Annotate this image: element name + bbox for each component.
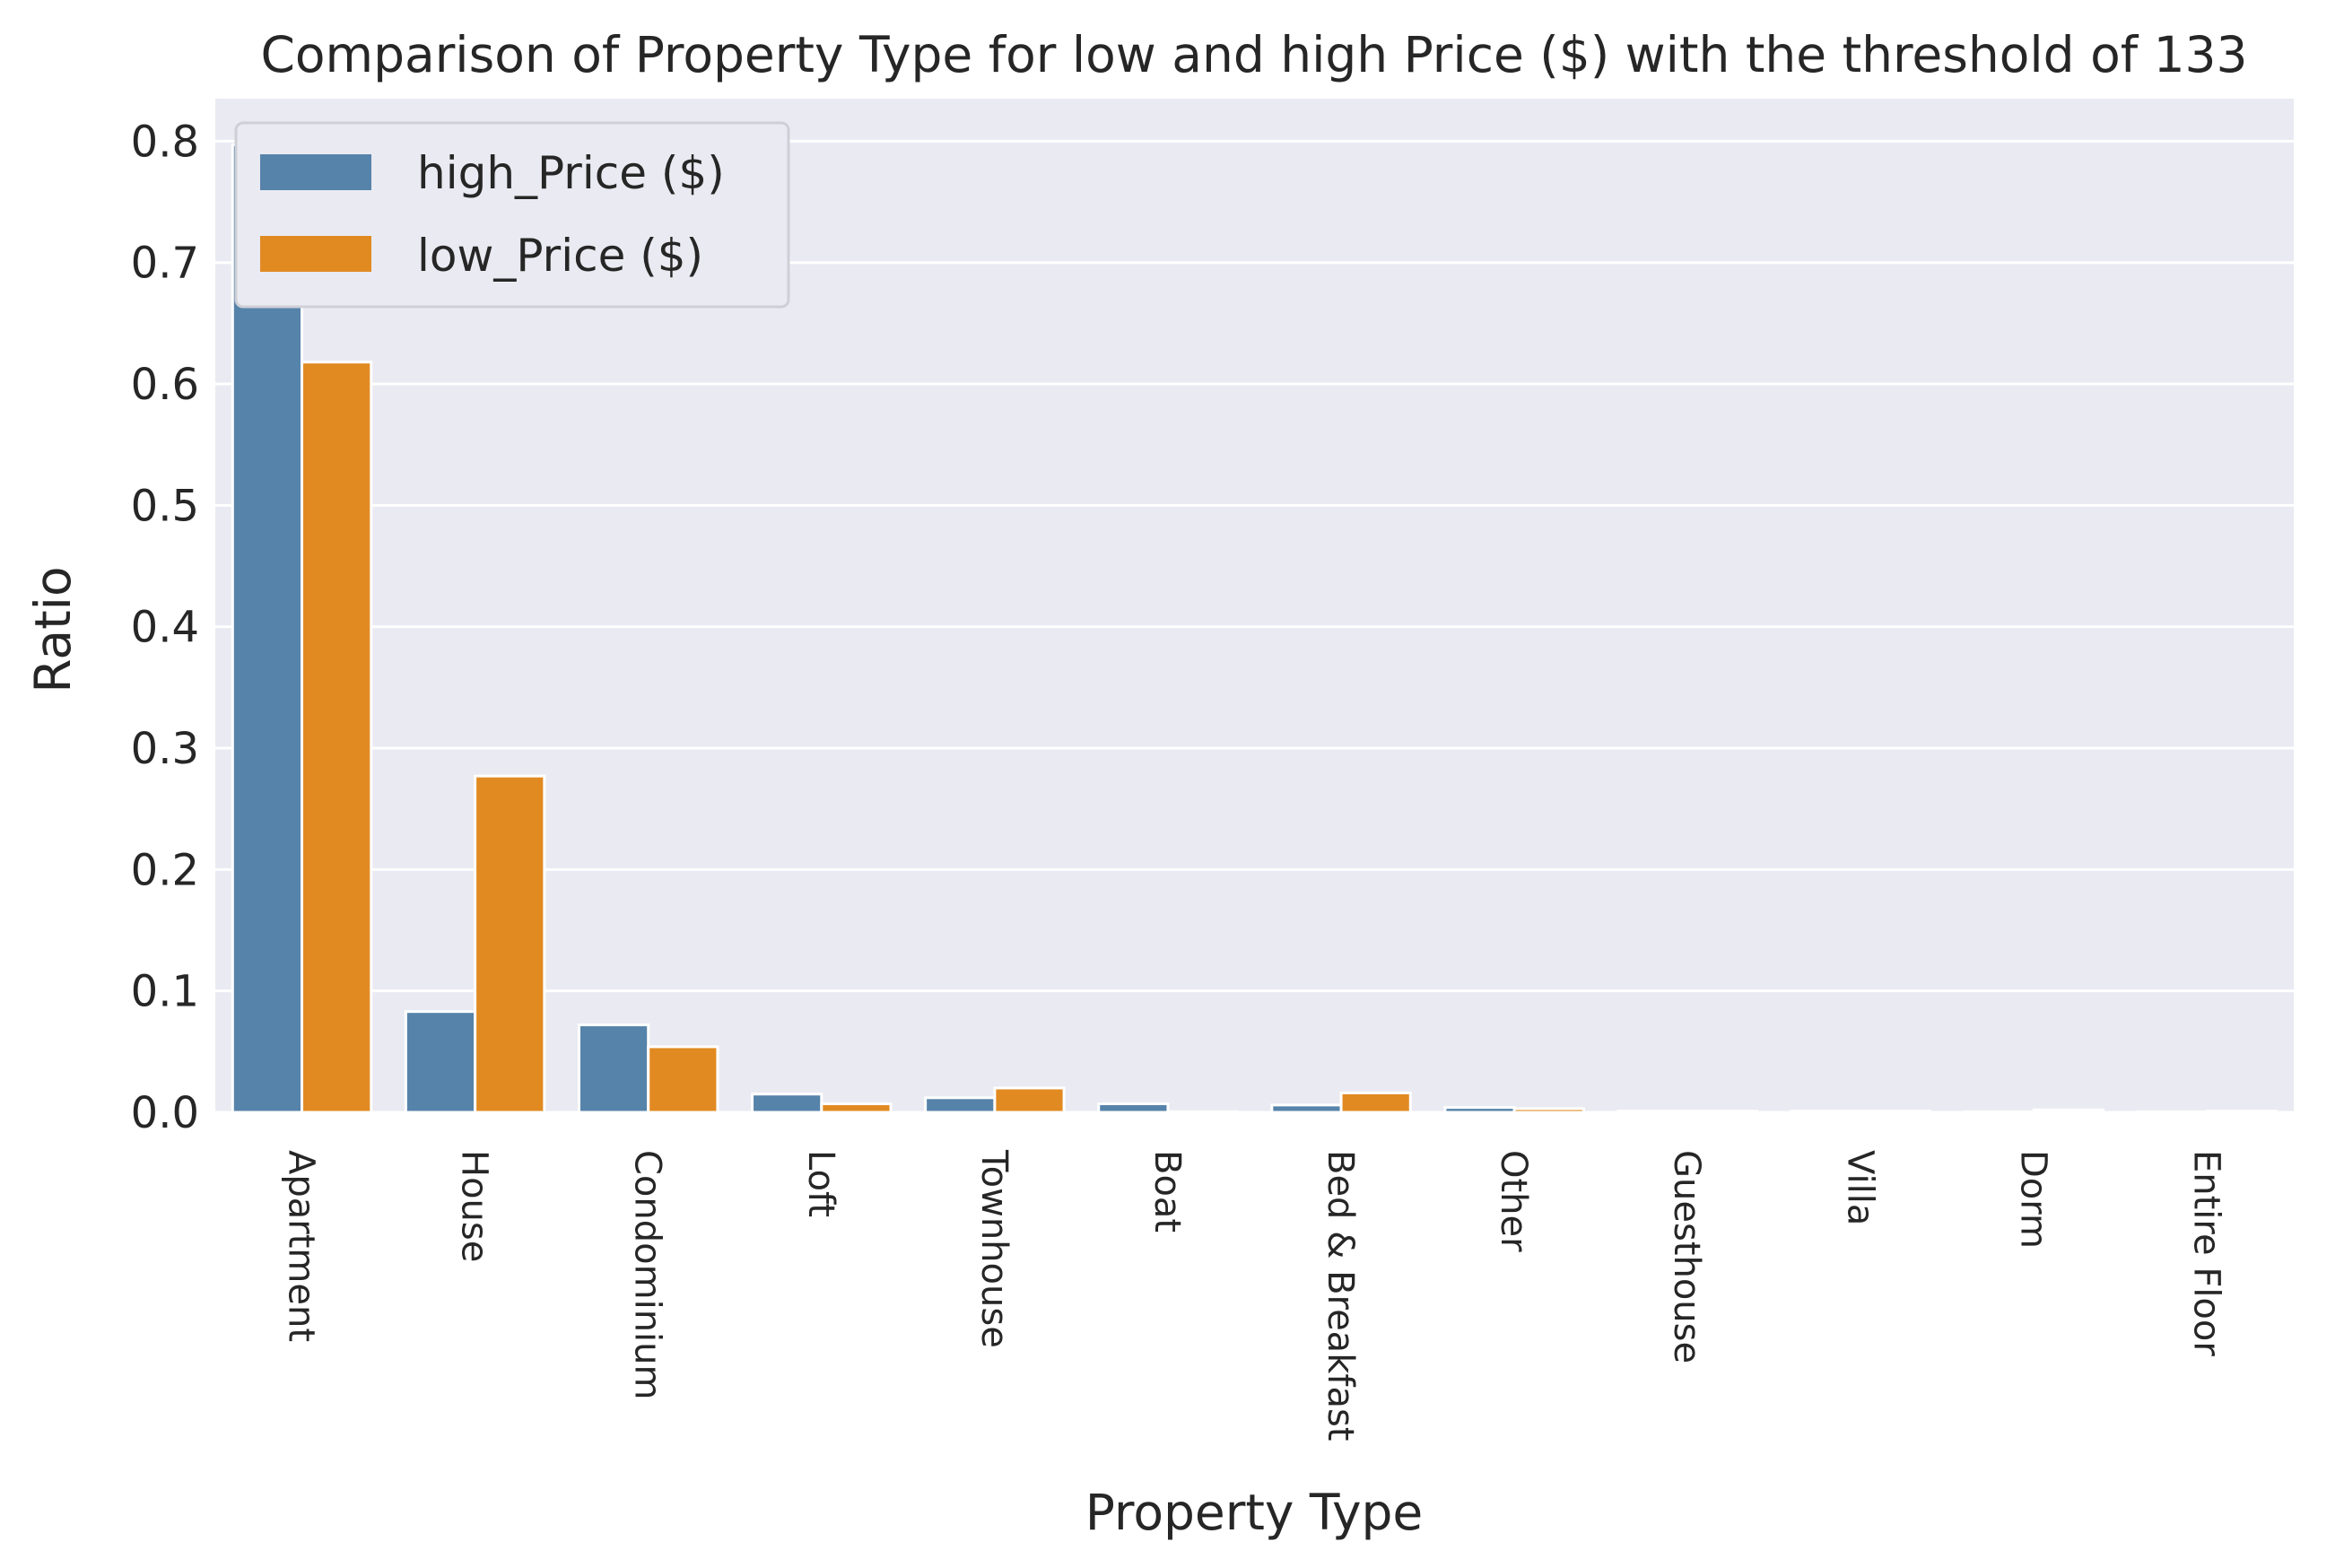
bar-high-price — [1963, 1110, 2035, 1114]
bar-low-price — [1166, 1110, 1239, 1114]
y-tick-label: 0.6 — [131, 360, 199, 410]
bar-high-price — [2136, 1110, 2209, 1114]
x-tick-label: Condominium — [627, 1150, 668, 1399]
bar-high-price — [1790, 1110, 1862, 1114]
bar-high-price — [1270, 1103, 1343, 1114]
bar-low-price — [474, 774, 546, 1114]
x-tick-label: Entire Floor — [2185, 1150, 2226, 1356]
x-tick-label: Bed & Breakfast — [1320, 1150, 1361, 1441]
bar-high-price — [404, 1010, 477, 1114]
bar-low-price — [1859, 1110, 1932, 1114]
x-tick-label: Other — [1493, 1150, 1534, 1252]
x-tick-label: House — [454, 1150, 495, 1262]
bar-low-price — [2205, 1110, 2279, 1114]
bar-high-price — [1443, 1106, 1516, 1114]
bar-low-price — [647, 1045, 719, 1114]
bar-low-price — [2032, 1108, 2105, 1114]
y-tick-label: 0.3 — [131, 724, 199, 774]
bar-high-price — [1616, 1110, 1689, 1114]
y-tick-label: 0.4 — [131, 603, 199, 653]
chart-title: Comparison of Property Type for low and … — [260, 26, 2247, 83]
legend-box — [234, 121, 790, 309]
x-axis-label: Property Type — [1085, 1484, 1424, 1541]
x-tick-label: Dorm — [2012, 1150, 2053, 1249]
x-tick-label: Apartment — [281, 1150, 322, 1342]
legend-label-high-price: high_Price ($) — [417, 147, 725, 199]
x-tick-label: Guesthouse — [1666, 1150, 1707, 1363]
x-tick-label: Loft — [800, 1150, 841, 1217]
bar-high-price — [924, 1096, 997, 1114]
y-tick-label: 0.0 — [131, 1088, 199, 1138]
x-tick-label: Boat — [1146, 1150, 1188, 1233]
y-tick-label: 0.7 — [131, 239, 199, 289]
bar-low-price — [993, 1086, 1066, 1114]
x-tick-label: Townhouse — [973, 1149, 1015, 1348]
bar-low-price — [1512, 1107, 1585, 1114]
bar-low-price — [1686, 1110, 1758, 1114]
legend-swatch-low-price — [260, 236, 371, 272]
y-tick-label: 0.5 — [131, 481, 199, 531]
bar-low-price — [820, 1102, 893, 1114]
bar-high-price — [751, 1093, 823, 1114]
y-axis-label: Ratio — [24, 566, 82, 693]
bar-high-price — [1097, 1102, 1170, 1114]
bar-low-price — [1339, 1091, 1412, 1114]
bar-high-price — [577, 1024, 650, 1114]
bar-low-price — [301, 361, 373, 1114]
x-axis-ticks: Apartment House Condominium Loft Townhouse Bo… — [281, 1149, 2227, 1441]
legend-label-low-price: low_Price ($) — [417, 230, 703, 282]
bars — [231, 143, 2279, 1114]
y-tick-label: 0.8 — [131, 117, 199, 167]
y-tick-label: 0.2 — [131, 845, 199, 895]
legend: high_Price ($) low_Price ($) — [234, 121, 790, 309]
x-tick-label: Villa — [1839, 1150, 1880, 1225]
y-tick-label: 0.1 — [131, 967, 199, 1017]
y-axis-ticks: 0.0 0.1 0.2 0.3 0.4 0.5 0.6 0.7 0.8 — [131, 117, 199, 1138]
legend-swatch-high-price — [260, 154, 371, 190]
